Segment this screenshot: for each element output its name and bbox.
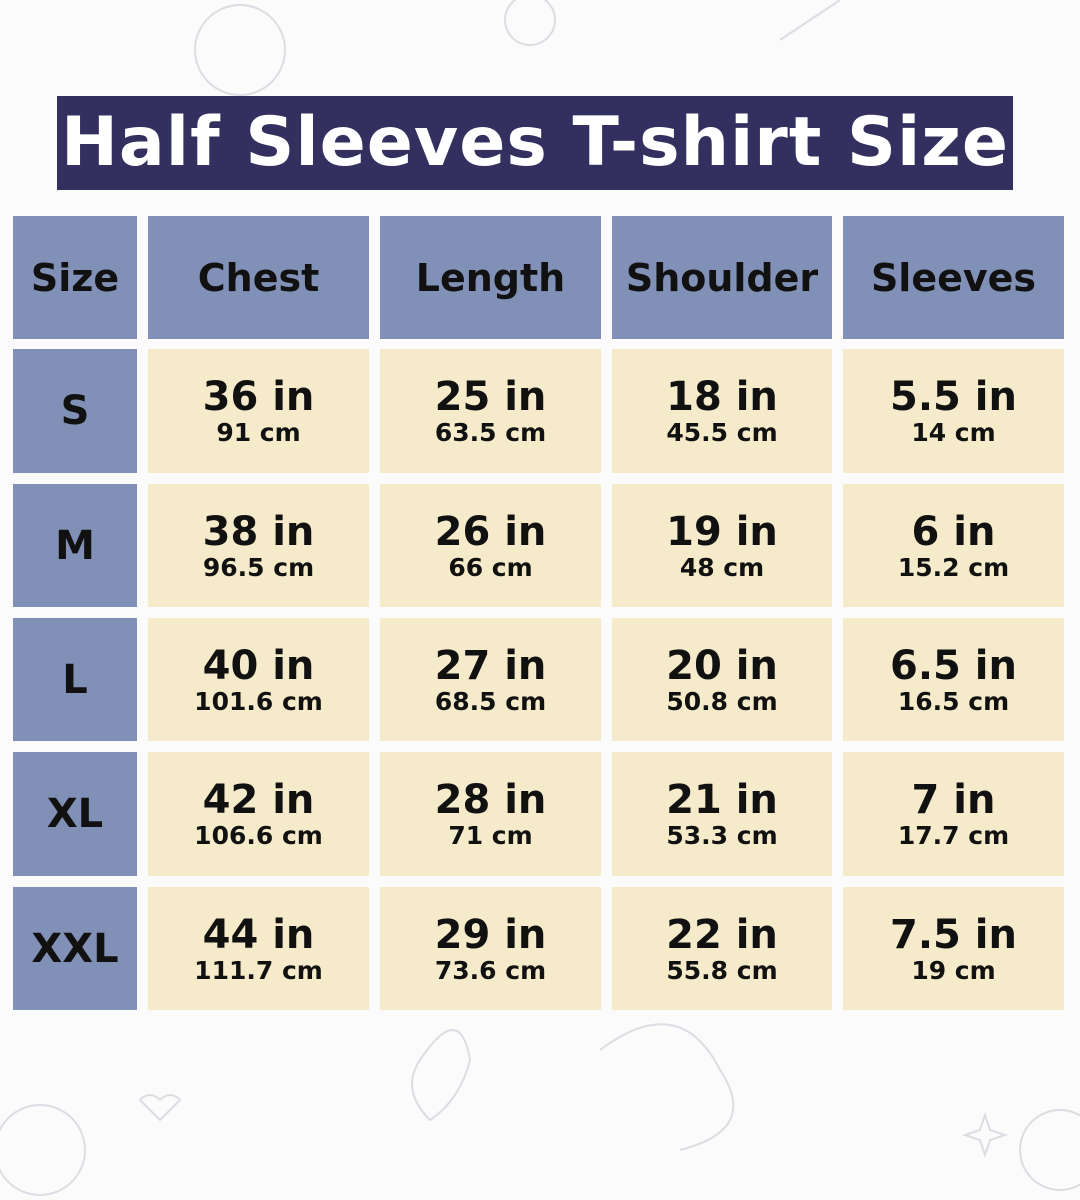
inches-value: 44 in: [202, 911, 315, 958]
size-label: S: [13, 349, 137, 473]
column-header: Size: [13, 216, 137, 339]
inches-value: 40 in: [202, 642, 315, 689]
measurement-cell: 26 in 66 cm: [380, 484, 601, 607]
inches-value: 29 in: [434, 911, 547, 958]
cm-value: 14 cm: [911, 418, 996, 447]
inches-value: 38 in: [202, 508, 315, 555]
cm-value: 68.5 cm: [434, 686, 547, 716]
cm-value: 53.3 cm: [666, 821, 778, 850]
measurement-cell: 44 in 111.7 cm: [148, 887, 369, 1010]
cm-value: 48 cm: [679, 552, 765, 582]
inches-value: 21 in: [666, 777, 778, 823]
cm-value: 50.8 cm: [666, 686, 778, 716]
measurement-cell: 19 in 48 cm: [612, 484, 832, 607]
cm-value: 96.5 cm: [202, 552, 315, 582]
measurement-cell: 40 in 101.6 cm: [148, 618, 369, 741]
measurement-cell: 28 in 71 cm: [380, 752, 601, 876]
cm-value: 91 cm: [216, 418, 301, 447]
inches-value: 20 in: [666, 642, 778, 689]
inches-value: 36 in: [202, 374, 315, 420]
measurement-cell: 22 in 55.8 cm: [612, 887, 832, 1010]
measurement-cell: 5.5 in 14 cm: [843, 349, 1064, 473]
cm-value: 19 cm: [911, 955, 996, 985]
page-title: Half Sleeves T-shirt Size: [57, 96, 1013, 190]
measurement-cell: 6 in 15.2 cm: [843, 484, 1064, 607]
measurement-cell: 29 in 73.6 cm: [380, 887, 601, 1010]
inches-value: 6.5 in: [890, 642, 1017, 689]
column-header: Length: [380, 216, 601, 339]
measurement-cell: 18 in 45.5 cm: [612, 349, 832, 473]
size-label: L: [13, 618, 137, 741]
inches-value: 25 in: [434, 374, 547, 420]
column-header: Sleeves: [843, 216, 1064, 339]
measurement-cell: 20 in 50.8 cm: [612, 618, 832, 741]
inches-value: 5.5 in: [890, 374, 1017, 420]
measurement-cell: 27 in 68.5 cm: [380, 618, 601, 741]
cm-value: 71 cm: [448, 821, 533, 850]
measurement-cell: 7.5 in 19 cm: [843, 887, 1064, 1010]
measurement-cell: 6.5 in 16.5 cm: [843, 618, 1064, 741]
inches-value: 27 in: [434, 642, 547, 689]
cm-value: 17.7 cm: [897, 821, 1010, 850]
inches-value: 7 in: [911, 777, 996, 823]
size-label: M: [13, 484, 137, 607]
cm-value: 106.6 cm: [194, 821, 323, 850]
cm-value: 66 cm: [448, 552, 533, 582]
column-header: Chest: [148, 216, 369, 339]
inches-value: 22 in: [666, 911, 778, 958]
measurement-cell: 21 in 53.3 cm: [612, 752, 832, 876]
measurement-cell: 7 in 17.7 cm: [843, 752, 1064, 876]
size-label: XXL: [13, 887, 137, 1010]
size-label: XL: [13, 752, 137, 876]
cm-value: 73.6 cm: [434, 955, 547, 985]
measurement-cell: 25 in 63.5 cm: [380, 349, 601, 473]
inches-value: 42 in: [202, 777, 315, 823]
inches-value: 7.5 in: [890, 911, 1017, 958]
cm-value: 111.7 cm: [194, 955, 323, 985]
cm-value: 63.5 cm: [434, 418, 547, 447]
cm-value: 101.6 cm: [194, 686, 323, 716]
measurement-cell: 42 in 106.6 cm: [148, 752, 369, 876]
inches-value: 18 in: [666, 374, 778, 420]
column-header: Shoulder: [612, 216, 832, 339]
inches-value: 28 in: [434, 777, 547, 823]
cm-value: 45.5 cm: [666, 418, 778, 447]
inches-value: 26 in: [434, 508, 547, 555]
inches-value: 6 in: [911, 508, 996, 555]
cm-value: 55.8 cm: [666, 955, 778, 985]
cm-value: 15.2 cm: [897, 552, 1010, 582]
inches-value: 19 in: [666, 508, 778, 555]
measurement-cell: 36 in 91 cm: [148, 349, 369, 473]
measurement-cell: 38 in 96.5 cm: [148, 484, 369, 607]
cm-value: 16.5 cm: [897, 686, 1010, 716]
